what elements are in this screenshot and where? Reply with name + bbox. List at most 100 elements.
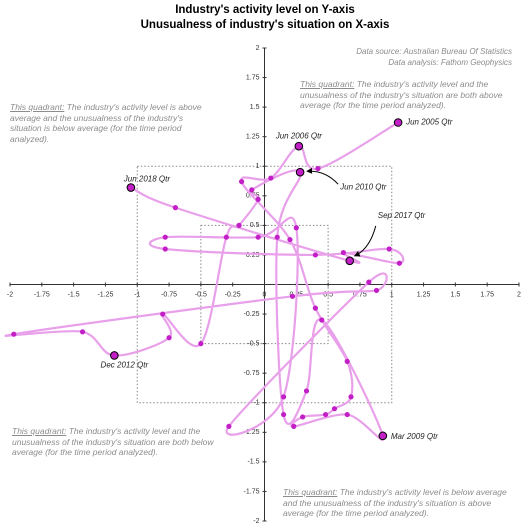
point [255, 234, 261, 240]
annotation: Jun 2018 Qtr [123, 175, 171, 184]
point [166, 335, 172, 341]
point [126, 183, 136, 192]
x-tick-label: -0.75 [161, 291, 177, 298]
x-tick-label: -1.5 [68, 291, 80, 298]
point [386, 246, 392, 252]
point [291, 423, 297, 429]
x-tick-label: -0.25 [225, 291, 241, 298]
annotation: Jun 2010 Qtr [339, 182, 387, 191]
point [280, 411, 287, 418]
note-text: The industry's activity level and the un… [300, 79, 503, 110]
y-tick-label: 0.5 [250, 222, 260, 229]
point [238, 179, 245, 185]
y-tick-label: -1.25 [244, 429, 260, 436]
point [79, 329, 86, 335]
point [11, 331, 17, 337]
point [295, 167, 305, 177]
point [294, 141, 304, 151]
note-lead: This quadrant: [12, 426, 67, 436]
trajectory [4, 121, 405, 441]
point [287, 236, 293, 243]
point [378, 431, 388, 441]
quadrant-note: This quadrant: The industry's activity l… [300, 79, 518, 111]
point [110, 351, 119, 360]
point [268, 175, 274, 181]
y-tick-label: -0.25 [244, 311, 260, 318]
point [255, 196, 261, 202]
note-text: The industry's activity level and the un… [12, 426, 214, 457]
x-tick-label: -1.25 [97, 291, 113, 298]
annotation: Jun 2006 Qtr [275, 131, 323, 140]
point [300, 414, 306, 420]
y-tick-label: -2 [253, 518, 259, 525]
point [312, 305, 318, 311]
x-tick-label: 1.5 [451, 291, 461, 298]
y-tick-label: 1 [256, 163, 260, 170]
x-tick-label: -2 [7, 291, 13, 298]
point [236, 222, 242, 228]
point [312, 252, 318, 258]
quadrant-note: This quadrant: The industry's activity l… [12, 426, 227, 458]
point [223, 234, 229, 240]
point [226, 423, 232, 429]
x-tick-label: -1.75 [34, 291, 50, 298]
note-lead: This quadrant: [283, 487, 338, 497]
point [331, 406, 338, 412]
y-tick-label: 1.75 [246, 74, 260, 81]
point [289, 293, 296, 299]
point [249, 187, 255, 193]
point [293, 225, 299, 231]
point [172, 205, 179, 211]
x-tick-label: 1.75 [480, 291, 494, 298]
point [303, 388, 310, 394]
annotation-arrow [306, 167, 339, 185]
x-tick-label: 1 [390, 291, 394, 298]
y-tick-label: -1 [253, 400, 259, 407]
x-tick-label: 2 [517, 291, 521, 298]
point [366, 279, 372, 285]
point [162, 246, 168, 252]
point [348, 394, 354, 400]
point [393, 118, 403, 127]
point [198, 341, 204, 347]
y-tick-label: -1.5 [247, 459, 259, 466]
point [396, 260, 402, 266]
point [315, 166, 321, 172]
quadrant-note: This quadrant: The industry's activity l… [10, 102, 205, 144]
note-lead: This quadrant: [10, 102, 65, 112]
point [280, 394, 287, 400]
y-tick-label: -0.5 [247, 340, 259, 347]
y-tick-label: 0.25 [246, 252, 260, 259]
x-tick-label: -1 [134, 291, 140, 298]
annotation: Jun 2005 Qtr [405, 118, 453, 127]
source-note: Data source: Australian Bureau Of Statis… [356, 47, 512, 56]
x-tick-label: 0 [263, 291, 267, 298]
point [340, 249, 346, 256]
source-note: Data analysis: Fathom Geophysics [388, 58, 512, 67]
y-tick-label: 1.5 [250, 104, 260, 111]
point [319, 317, 325, 323]
annotation: Dec 2012 Qtr [101, 361, 149, 370]
x-tick-label: 0.5 [323, 291, 333, 298]
x-tick-label: -0.5 [195, 291, 207, 298]
y-tick-label: -1.75 [244, 488, 260, 495]
x-tick-label: 1.25 [417, 291, 431, 298]
x-tick-label: 0.75 [353, 291, 367, 298]
y-tick-label: 1.25 [246, 134, 260, 141]
y-tick-label: 2 [256, 45, 260, 52]
point [344, 411, 350, 418]
point [162, 234, 168, 240]
annotation-arrow [353, 225, 377, 257]
annotation: Sep 2017 Qtr [378, 211, 426, 220]
point [322, 411, 329, 418]
y-tick-label: -0.75 [244, 370, 260, 377]
chart-subtitle: Unusualness of industry's situation on X… [141, 19, 390, 31]
point [373, 287, 380, 294]
point [274, 234, 280, 240]
point [160, 311, 166, 317]
point [344, 358, 350, 364]
annotation: Mar 2009 Qtr [391, 432, 438, 441]
chart-title: Industry's activity level on Y-axis [175, 4, 355, 16]
